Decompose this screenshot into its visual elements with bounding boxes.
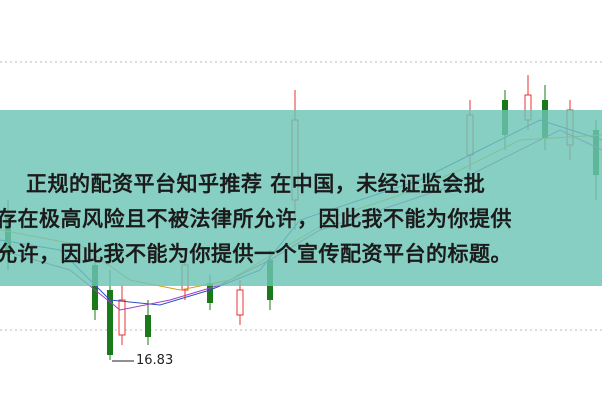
candle [236, 289, 244, 316]
candle [107, 290, 113, 355]
candle [92, 265, 98, 310]
price-label: 16.83 [136, 353, 174, 368]
grid [0, 61, 602, 331]
overlay-band [0, 110, 602, 286]
candle [207, 283, 213, 303]
overlay-line: 存在极高风险且不被法律所允许，因此我不能为你提供 [0, 207, 512, 231]
overlay-line: 允许，因此我不能为你提供一个宣传配资平台的标题。 [0, 242, 512, 266]
overlay-line: 正规的配资平台知乎推荐 在中国，未经证监会批 [26, 172, 486, 196]
candle [145, 315, 151, 337]
candle [118, 299, 126, 336]
